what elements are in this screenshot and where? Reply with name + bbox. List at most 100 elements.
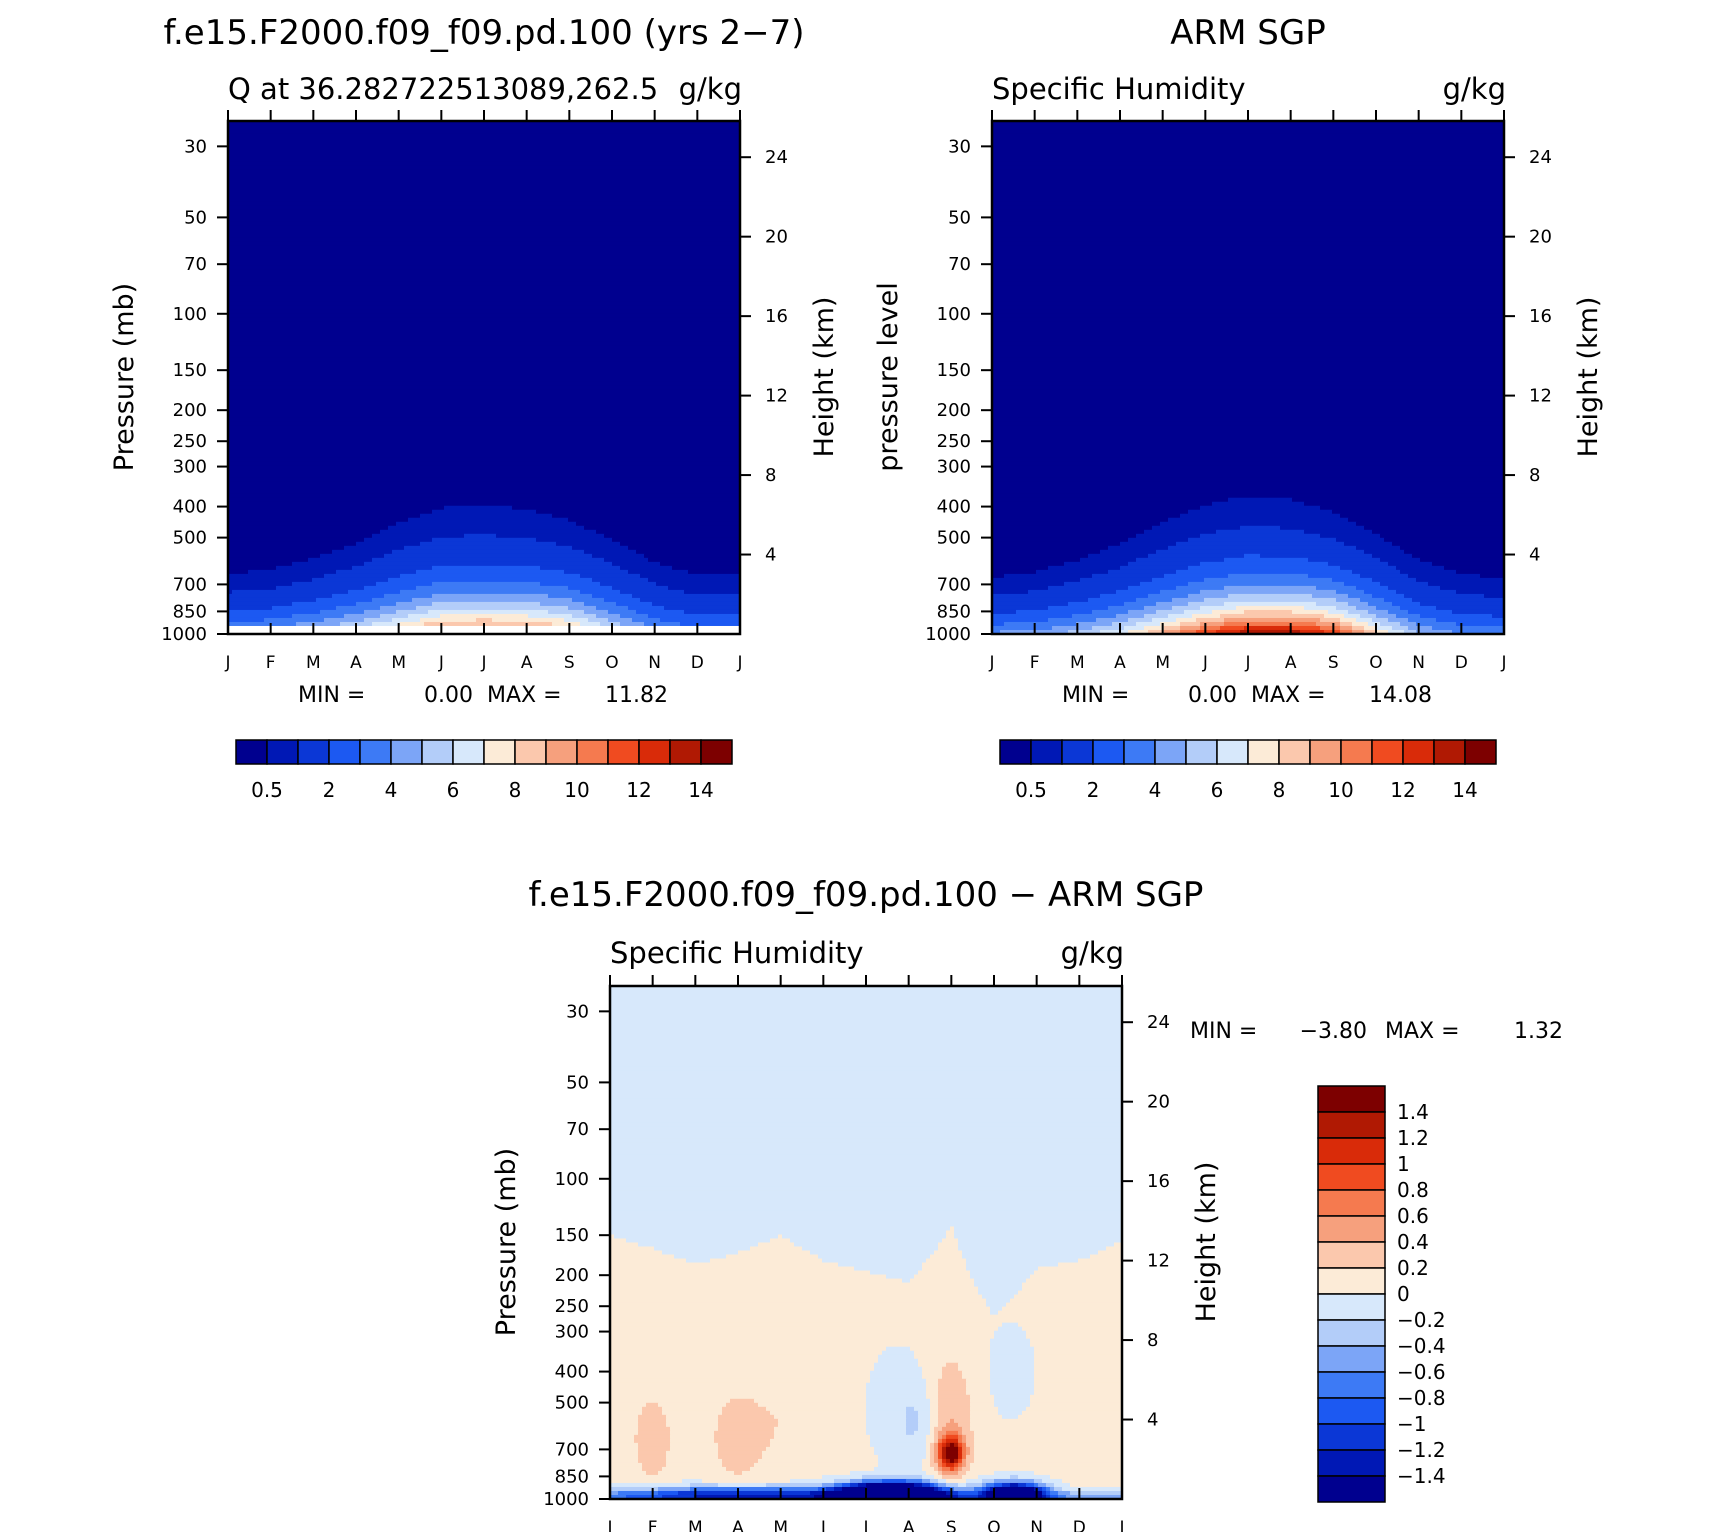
contour-band-cell bbox=[878, 1458, 923, 1464]
contour-band-cell bbox=[726, 1402, 759, 1408]
contour-band-cell bbox=[934, 1250, 963, 1256]
contour-band-cell bbox=[228, 309, 740, 314]
contour-band-cell bbox=[1026, 1278, 1122, 1284]
contour-band-cell bbox=[958, 1450, 963, 1456]
contour-band-cell bbox=[660, 617, 740, 623]
y-tick-label: 250 bbox=[937, 431, 971, 452]
contour-band-cell bbox=[610, 1426, 639, 1432]
contour-band-cell bbox=[1420, 613, 1493, 619]
contour-band-cell bbox=[1376, 625, 1393, 631]
contour-band-cell bbox=[926, 1390, 939, 1396]
panel-model-min-label: MIN = bbox=[298, 683, 365, 708]
contour-band-cell bbox=[954, 1230, 1122, 1236]
contour-band-cell bbox=[946, 1230, 955, 1236]
contour-band-cell bbox=[1388, 617, 1409, 623]
contour-band-cell bbox=[408, 613, 441, 619]
contour-band-cell bbox=[1004, 573, 1093, 579]
contour-band-cell bbox=[1034, 1270, 1122, 1276]
contour-band-cell bbox=[228, 501, 740, 507]
colorbar-label: 6 bbox=[1211, 778, 1224, 802]
contour-band-cell bbox=[1034, 1346, 1122, 1352]
contour-band-cell bbox=[576, 521, 740, 527]
contour-band-cell bbox=[1340, 621, 1353, 627]
x-tick-label: J bbox=[862, 1518, 868, 1532]
contour-band-cell bbox=[990, 1342, 1031, 1348]
contour-band-cell bbox=[1396, 565, 1445, 571]
contour-band-cell bbox=[1034, 1382, 1122, 1388]
y-tick-label: 50 bbox=[948, 207, 971, 228]
contour-band-cell bbox=[1388, 629, 1405, 634]
panel-model-minmax: MIN = 0.00 MAX = 11.82 bbox=[298, 683, 668, 708]
contour-band-cell bbox=[228, 321, 740, 326]
colorbar-label: −1.4 bbox=[1397, 1464, 1446, 1488]
contour-band-cell bbox=[974, 1446, 1122, 1452]
contour-band-cell bbox=[1220, 625, 1245, 631]
contour-band-cell bbox=[228, 485, 740, 491]
contour-band-cell bbox=[966, 1462, 971, 1468]
contour-band-cell bbox=[1058, 1494, 1067, 1499]
contour-band-cell bbox=[1452, 609, 1504, 615]
contour-band-cell bbox=[870, 1270, 919, 1276]
contour-band-cell bbox=[264, 617, 325, 623]
contour-band-cell bbox=[1026, 1330, 1122, 1336]
contour-band-cell bbox=[986, 1486, 991, 1492]
contour-band-cell bbox=[992, 297, 1504, 302]
contour-band-cell bbox=[610, 1022, 1122, 1027]
contour-band-cell bbox=[930, 1454, 935, 1460]
contour-band-cell bbox=[992, 605, 1049, 611]
contour-band-cell bbox=[982, 1486, 987, 1492]
panel-diff-minmax: MIN = −3.80 MAX = 1.32 bbox=[1190, 1019, 1563, 1044]
contour-band-cell bbox=[228, 581, 293, 587]
contour-band-cell bbox=[228, 253, 740, 258]
contour-band-cell bbox=[842, 1482, 851, 1488]
contour-band-cell bbox=[992, 545, 1109, 551]
contour-band-cell bbox=[938, 1406, 971, 1412]
contour-band-cell bbox=[1140, 581, 1189, 587]
contour-band-cell bbox=[228, 301, 740, 306]
y-tick-label: 500 bbox=[173, 528, 207, 549]
contour-band-cell bbox=[1308, 557, 1381, 563]
contour-band-cell bbox=[992, 321, 1504, 326]
contour-band-cell bbox=[610, 1142, 1122, 1147]
y-tick-label: 250 bbox=[555, 1296, 589, 1317]
contour-band-cell bbox=[958, 1446, 963, 1452]
contour-band-cell bbox=[670, 1434, 715, 1440]
contour-band-cell bbox=[926, 1258, 967, 1264]
contour-band-cell bbox=[992, 229, 1504, 234]
contour-band-cell bbox=[992, 293, 1504, 298]
contour-band-cell bbox=[610, 1026, 1122, 1031]
contour-band-cell bbox=[228, 281, 740, 286]
contour-band-cell bbox=[1304, 529, 1373, 535]
contour-band-cell bbox=[610, 1194, 1122, 1200]
contour-band-cell bbox=[228, 405, 740, 411]
contour-band-cell bbox=[228, 417, 740, 423]
contour-band-cell bbox=[1046, 1494, 1051, 1499]
colorbar-swatch bbox=[1278, 739, 1311, 765]
contour-band-cell bbox=[938, 1462, 943, 1468]
contour-band-cell bbox=[662, 1494, 695, 1499]
contour-band-cell bbox=[1062, 1478, 1122, 1484]
contour-band-cell bbox=[228, 329, 740, 335]
contour-band-cell bbox=[822, 1490, 947, 1496]
contour-band-cell bbox=[1408, 573, 1481, 579]
contour-band-cell bbox=[610, 1038, 1122, 1043]
colorbar-label: 0.6 bbox=[1397, 1204, 1429, 1228]
contour-band-cell bbox=[228, 461, 740, 467]
contour-band-cell bbox=[228, 133, 740, 138]
contour-band-cell bbox=[228, 153, 740, 158]
contour-band-cell bbox=[974, 1278, 1027, 1284]
contour-band-cell bbox=[930, 1422, 939, 1428]
contour-band-cell bbox=[878, 1354, 915, 1360]
contour-band-cell bbox=[962, 1474, 979, 1480]
contour-band-cell bbox=[934, 1466, 939, 1472]
colorbar-label: −0.8 bbox=[1397, 1386, 1446, 1410]
contour-band-cell bbox=[838, 1262, 923, 1268]
contour-band-cell bbox=[584, 609, 609, 615]
y2-tick-label: 12 bbox=[765, 386, 788, 407]
contour-band-cell bbox=[428, 609, 549, 615]
contour-band-cell bbox=[774, 1414, 867, 1420]
contour-band-cell bbox=[228, 441, 740, 447]
contour-band-cell bbox=[228, 413, 740, 419]
contour-band-cell bbox=[638, 1454, 667, 1460]
contour-band-cell bbox=[774, 1430, 867, 1436]
